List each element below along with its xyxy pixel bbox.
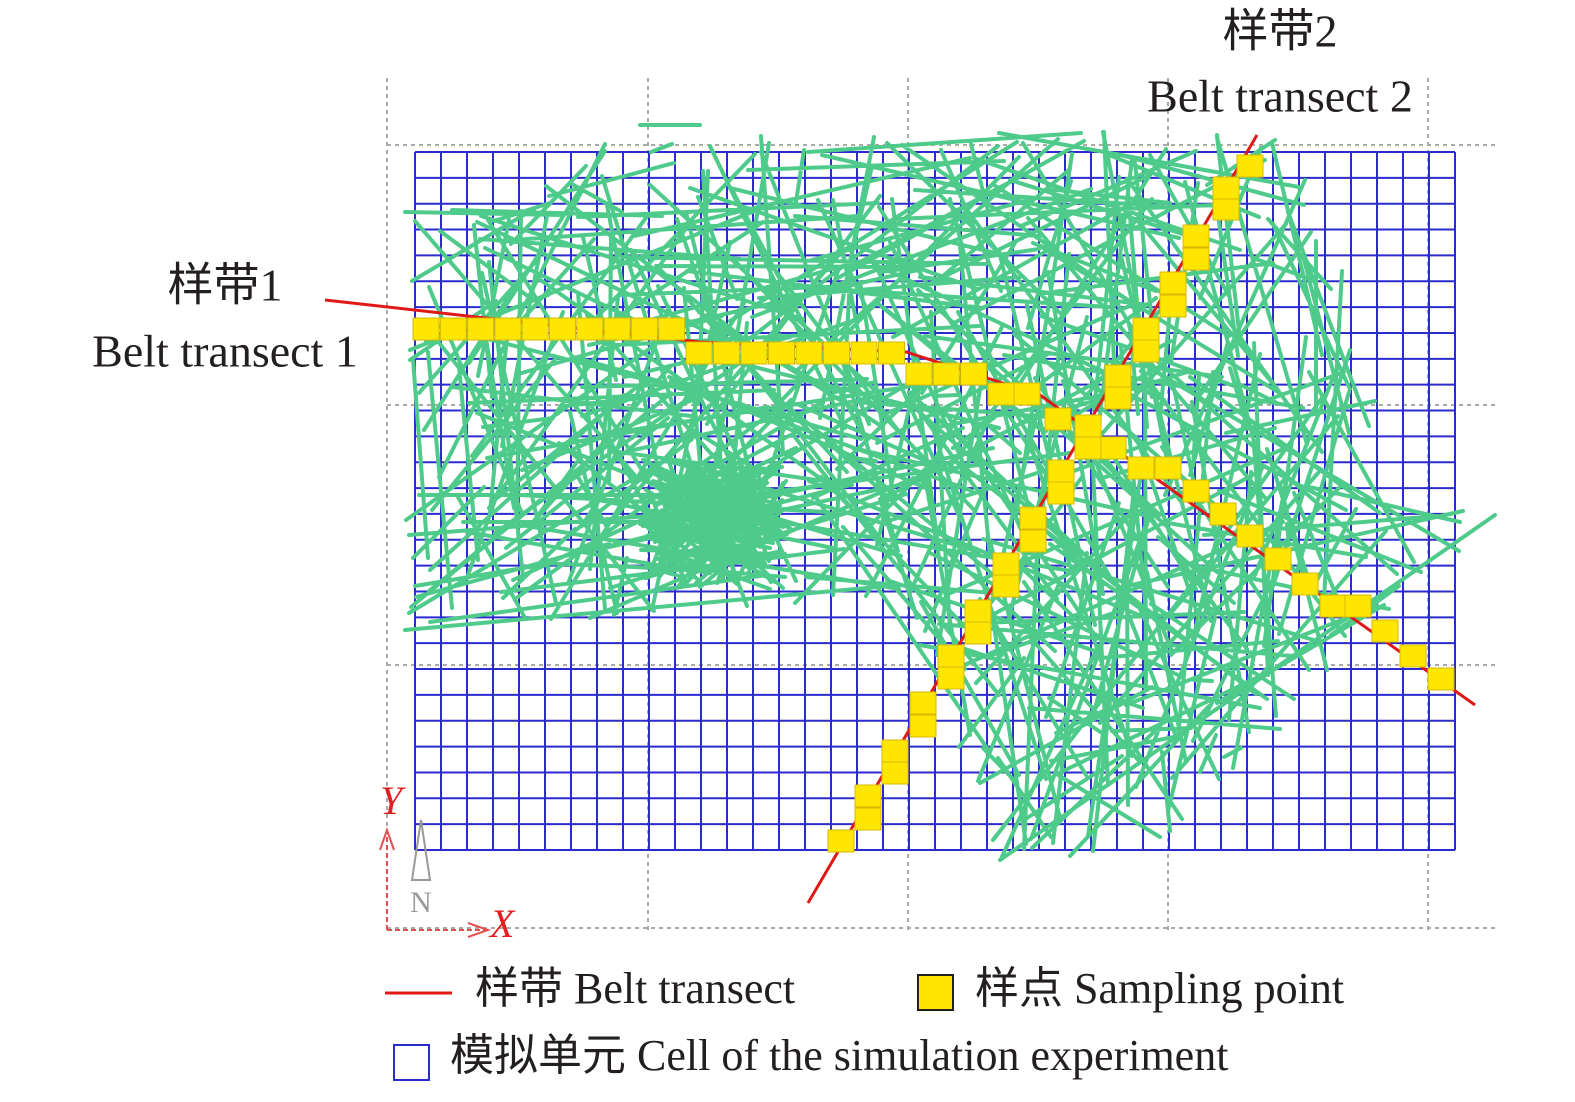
road-lines (403, 123, 1497, 862)
sampling-point (909, 714, 937, 738)
legend-label: 样点 Sampling point (975, 964, 1344, 1013)
sampling-point (1104, 386, 1132, 410)
sampling-point (685, 341, 713, 365)
legend-swatch (393, 1044, 430, 1081)
sampling-point (964, 599, 992, 623)
sampling-point (494, 317, 522, 341)
road-network (403, 123, 1497, 862)
sampling-point (1182, 479, 1210, 503)
sampling-point (937, 666, 965, 690)
legend-label: 样带 Belt transect (475, 964, 795, 1013)
sampling-point (549, 317, 576, 341)
sampling-point (1371, 619, 1399, 643)
sampling-point (1319, 594, 1347, 618)
sampling-point (932, 362, 960, 386)
sampling-point (987, 382, 1015, 406)
sampling-point (992, 574, 1020, 598)
sampling-point (1104, 364, 1132, 388)
transect-1-en: Belt transect 1 (92, 326, 358, 377)
sampling-point (795, 341, 823, 365)
sampling-point (905, 362, 933, 386)
legend-swatch (917, 974, 954, 1011)
sampling-point (1074, 414, 1102, 438)
sampling-point (854, 784, 882, 808)
transect-2-cn: 样带2 (1223, 6, 1338, 57)
sampling-point (1182, 247, 1210, 271)
sampling-point (964, 621, 992, 645)
legend-label: 模拟单元 Cell of the simulation experiment (450, 1031, 1228, 1080)
sampling-point (823, 341, 850, 365)
sampling-point (909, 691, 937, 715)
axis-symbol: Y X N (379, 778, 516, 946)
sampling-point (603, 317, 631, 341)
sampling-point (1047, 459, 1075, 483)
sampling-point (881, 739, 909, 763)
sampling-point (937, 644, 965, 668)
sampling-points (412, 154, 1455, 853)
sampling-point (1291, 572, 1319, 596)
sampling-point (1236, 154, 1264, 178)
sampling-point (1099, 436, 1127, 460)
sampling-point (881, 761, 909, 785)
sampling-point (1344, 594, 1372, 618)
sampling-point (850, 341, 878, 365)
x-axis-letter: X (488, 901, 516, 946)
sampling-point (768, 341, 795, 365)
north-letter: N (410, 886, 432, 919)
sampling-point (1132, 317, 1160, 341)
sampling-point (1132, 339, 1160, 363)
sampling-point (1044, 407, 1072, 431)
sampling-point (1159, 271, 1187, 295)
sampling-point (1159, 294, 1187, 318)
sampling-point (1019, 506, 1047, 530)
sampling-point (1212, 197, 1240, 221)
sampling-point (1264, 547, 1292, 571)
sampling-point (1074, 436, 1102, 460)
sampling-point (1127, 456, 1155, 480)
sampling-point (1427, 667, 1455, 691)
sampling-point (1399, 644, 1427, 668)
sampling-point (1212, 176, 1240, 200)
y-axis-letter: Y (380, 778, 406, 823)
legend: 样带 Belt transect 样点 Sampling point 模拟单元 … (385, 964, 1344, 1081)
sampling-point (827, 829, 855, 853)
sampling-point (1209, 502, 1237, 526)
sampling-point (1236, 524, 1264, 548)
sampling-point (576, 317, 604, 341)
sampling-point (1047, 481, 1075, 505)
sampling-point (412, 317, 440, 341)
sampling-point (992, 552, 1020, 576)
sampling-point (1019, 529, 1047, 553)
sampling-point (740, 341, 768, 365)
sampling-point (1154, 456, 1182, 480)
transect-2-en: Belt transect 2 (1147, 71, 1413, 122)
sampling-point (521, 317, 549, 341)
sampling-point (854, 807, 882, 831)
sampling-point (1013, 382, 1041, 406)
sampling-point (1182, 224, 1210, 248)
transect-1-cn: 样带1 (168, 260, 283, 311)
sampling-point (467, 317, 495, 341)
sampling-point (439, 317, 467, 341)
sampling-point (878, 341, 905, 365)
sampling-point (713, 341, 740, 365)
sampling-point (960, 362, 988, 386)
sampling-point (630, 317, 658, 341)
sampling-point (658, 317, 686, 341)
